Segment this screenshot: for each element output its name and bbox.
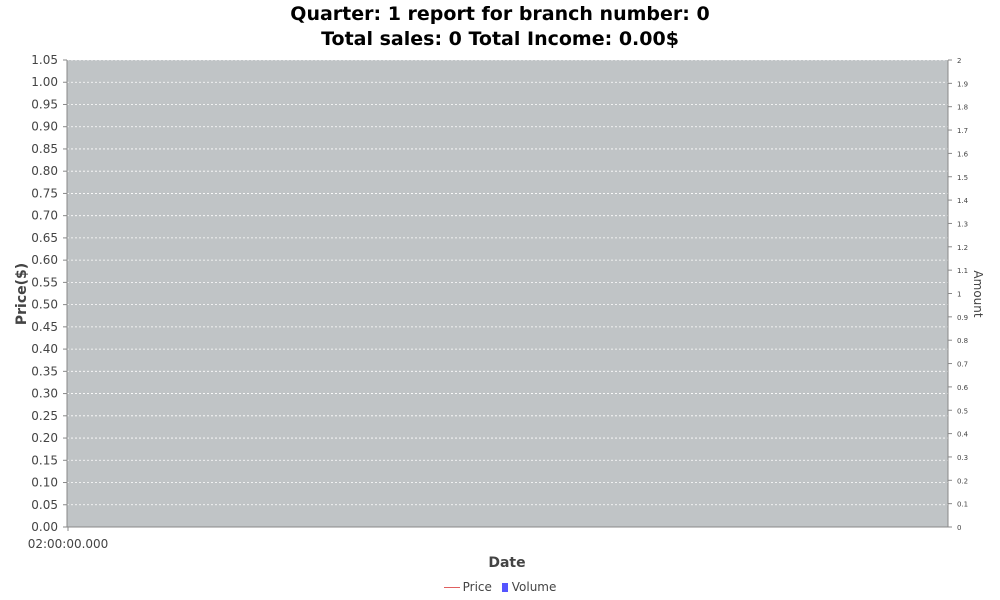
chart-title-line-2: Total sales: 0 Total Income: 0.00$: [321, 28, 679, 50]
y-axis-left-label: Price($): [14, 263, 30, 325]
y2-tick-label: 0.2: [957, 477, 968, 485]
y-tick-label: 0.60: [31, 253, 58, 267]
y2-tick-label: 1.1: [957, 267, 968, 275]
plot-area: [67, 60, 948, 527]
y2-tick-label: 1.2: [957, 244, 968, 252]
legend: Price Volume: [0, 580, 1000, 594]
chart-title-line-1: Quarter: 1 report for branch number: 0: [290, 3, 710, 25]
y-tick-label: 0.10: [31, 476, 58, 490]
y2-tick-label: 0.3: [957, 454, 968, 462]
y2-tick-label: 1.9: [957, 80, 968, 88]
gridlines: [67, 59, 948, 506]
y-tick-label: 0.75: [31, 186, 58, 200]
legend-item-volume: Volume: [501, 580, 557, 594]
y-tick-label: 0.70: [31, 209, 58, 223]
y2-tick-label: 2: [957, 57, 961, 65]
y2-tick-label: 1.3: [957, 220, 968, 228]
x-axis-label: Date: [488, 555, 525, 571]
y-tick-label: 0.00: [31, 520, 58, 534]
y-tick-label: 0.95: [31, 97, 58, 111]
y-tick-label: 0.80: [31, 164, 58, 178]
y-tick-label: 0.55: [31, 275, 58, 289]
y2-tick-label: 0.6: [957, 384, 969, 392]
price-line-swatch: [443, 587, 460, 588]
y2-tick-label: 1.5: [957, 174, 968, 182]
y2-tick-label: 0.9: [957, 314, 968, 322]
y2-tick-label: 0.7: [957, 361, 968, 369]
y-axis-right: 0 0.1 0.2 0.3 0.4 0.5 0.6 0.7 0.8 0.9 1 1.1 1.2 1.3 1.…: [948, 57, 969, 532]
y-tick-label: 1.00: [31, 75, 58, 89]
y-tick-label: 0.30: [31, 387, 58, 401]
y-tick-label: 0.15: [31, 453, 58, 467]
legend-item-price: Price: [443, 580, 492, 594]
y2-tick-label: 1.4: [957, 197, 969, 205]
legend-label-volume: Volume: [511, 580, 557, 594]
y-tick-label: 0.05: [31, 498, 58, 512]
y-tick-label: 0.45: [31, 320, 58, 334]
y-tick-label: 0.50: [31, 298, 58, 312]
y2-tick-label: 1: [957, 291, 961, 299]
y2-tick-label: 0.1: [957, 501, 968, 509]
y2-tick-label: 0.4: [957, 431, 969, 439]
y2-tick-label: 1.6: [957, 150, 969, 158]
x-tick-label: 02:00:00.000: [28, 537, 109, 551]
y2-tick-label: 1.7: [957, 127, 968, 135]
volume-bar-swatch: [501, 583, 508, 592]
y-tick-label: 0.25: [31, 409, 58, 423]
y2-tick-label: 0.8: [957, 337, 968, 345]
y2-tick-label: 0: [957, 524, 961, 532]
y-tick-label: 0.90: [31, 120, 58, 134]
y-tick-label: 0.40: [31, 342, 58, 356]
y2-tick-label: 1.8: [957, 104, 968, 112]
y-axis-right-label: Amount: [971, 270, 985, 317]
y-tick-label: 0.20: [31, 431, 58, 445]
y2-tick-label: 0.5: [957, 407, 968, 415]
y-tick-label: 1.05: [31, 53, 58, 67]
y-axis-left: 0.00 0.05 0.10 0.15 0.20 0.25 0.30 0.35 0.40 0.45…: [31, 53, 67, 534]
y-tick-label: 0.35: [31, 364, 58, 378]
y-tick-label: 0.65: [31, 231, 58, 245]
legend-label-price: Price: [462, 580, 492, 594]
y-tick-label: 0.85: [31, 142, 58, 156]
